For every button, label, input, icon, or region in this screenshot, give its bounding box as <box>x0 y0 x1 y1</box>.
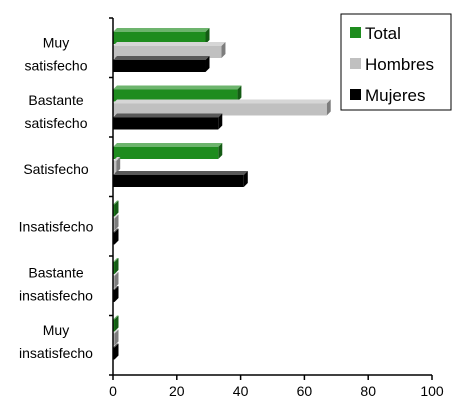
bar-front-face <box>113 103 327 116</box>
bar-top-face <box>113 343 119 348</box>
legend-swatch-mujeres <box>350 89 361 100</box>
bar-total-0 <box>113 28 210 44</box>
bar-front-face <box>113 147 219 159</box>
bar-hombres-2 <box>113 157 121 173</box>
legend-swatch-total <box>350 27 361 38</box>
bar-side-face <box>114 315 119 332</box>
bar-hombres-3 <box>113 214 119 231</box>
bar-total-4 <box>113 258 119 274</box>
bar-front-face <box>113 46 222 58</box>
bar-side-face <box>205 56 210 72</box>
x-tick-labels: 0 20 40 60 80 100 <box>109 383 444 399</box>
bars-group <box>113 28 331 360</box>
bar-top-face <box>113 329 119 334</box>
bar-hombres-4 <box>113 272 119 288</box>
bar-side-face <box>326 99 331 116</box>
category-label-5-0: Muy <box>43 322 69 338</box>
category-label-4-1: insatisfecho <box>19 287 93 303</box>
x-tick-label-80: 80 <box>360 383 376 399</box>
bar-hombres-0 <box>113 42 226 58</box>
bar-side-face <box>114 286 119 302</box>
bar-top-face <box>113 157 121 161</box>
bar-side-face <box>116 157 121 173</box>
bar-side-face <box>218 113 223 130</box>
bar-side-face <box>114 343 119 360</box>
bar-hombres-5 <box>113 329 119 346</box>
category-labels: Muy satisfecho Bastante satisfecho Satisfech… <box>19 34 94 361</box>
legend: Total Hombres Mujeres <box>340 13 452 111</box>
bar-top-face <box>113 85 242 90</box>
category-label-0-0: Muy <box>43 34 69 50</box>
category-label-0-1: satisfecho <box>24 57 87 73</box>
x-tick-label-40: 40 <box>233 383 249 399</box>
axes-group <box>109 17 433 380</box>
bar-side-face <box>114 228 119 245</box>
bar-hombres-1 <box>113 99 331 116</box>
bar-side-face <box>114 329 119 346</box>
bar-side-face <box>114 258 119 274</box>
bar-total-3 <box>113 200 119 217</box>
bar-total-5 <box>113 315 119 332</box>
bar-mujeres-4 <box>113 286 119 302</box>
x-tick-label-20: 20 <box>169 383 185 399</box>
bar-mujeres-1 <box>113 113 223 130</box>
category-label-1-1: satisfecho <box>24 115 87 131</box>
bar-top-face <box>113 214 119 219</box>
bar-total-2 <box>113 143 223 159</box>
category-label-2-0: Satisfecho <box>23 161 89 177</box>
legend-swatch-hombres <box>350 58 361 69</box>
bar-side-face <box>114 214 119 231</box>
bar-side-face <box>218 143 223 159</box>
category-label-4-0: Bastante <box>28 264 83 280</box>
category-label-3-0: Insatisfecho <box>19 218 94 234</box>
x-tick-label-60: 60 <box>297 383 313 399</box>
bar-mujeres-0 <box>113 56 210 72</box>
category-label-5-1: insatisfecho <box>19 345 93 361</box>
bar-top-face <box>113 28 210 32</box>
bar-top-face <box>113 272 119 276</box>
bar-front-face <box>113 89 238 102</box>
x-tick-label-0: 0 <box>109 383 117 399</box>
bar-front-face <box>113 32 206 44</box>
bar-side-face <box>114 200 119 217</box>
bar-side-face <box>221 42 226 58</box>
bar-top-face <box>113 286 119 290</box>
bar-top-face <box>113 113 223 118</box>
bar-side-face <box>243 171 248 187</box>
category-label-1-0: Bastante <box>28 92 83 108</box>
bar-top-face <box>113 143 223 147</box>
bar-top-face <box>113 42 226 46</box>
bar-side-face <box>205 28 210 44</box>
x-tick-label-100: 100 <box>420 383 444 399</box>
bar-top-face <box>113 315 119 320</box>
legend-label-mujeres: Mujeres <box>365 86 425 105</box>
bar-mujeres-2 <box>113 171 248 187</box>
bar-front-face <box>113 161 117 173</box>
bar-side-face <box>237 85 242 102</box>
bar-mujeres-3 <box>113 228 119 245</box>
bar-top-face <box>113 228 119 233</box>
bar-top-face <box>113 200 119 205</box>
legend-label-total: Total <box>365 24 401 43</box>
bar-side-face <box>114 272 119 288</box>
bar-mujeres-5 <box>113 343 119 360</box>
bar-top-face <box>113 56 210 60</box>
bar-front-face <box>113 60 206 72</box>
bar-front-face <box>113 175 244 187</box>
bar-top-face <box>113 99 331 104</box>
bar-top-face <box>113 258 119 262</box>
bar-front-face <box>113 117 219 130</box>
bar-total-1 <box>113 85 242 102</box>
legend-label-hombres: Hombres <box>365 55 434 74</box>
bar-top-face <box>113 171 248 175</box>
